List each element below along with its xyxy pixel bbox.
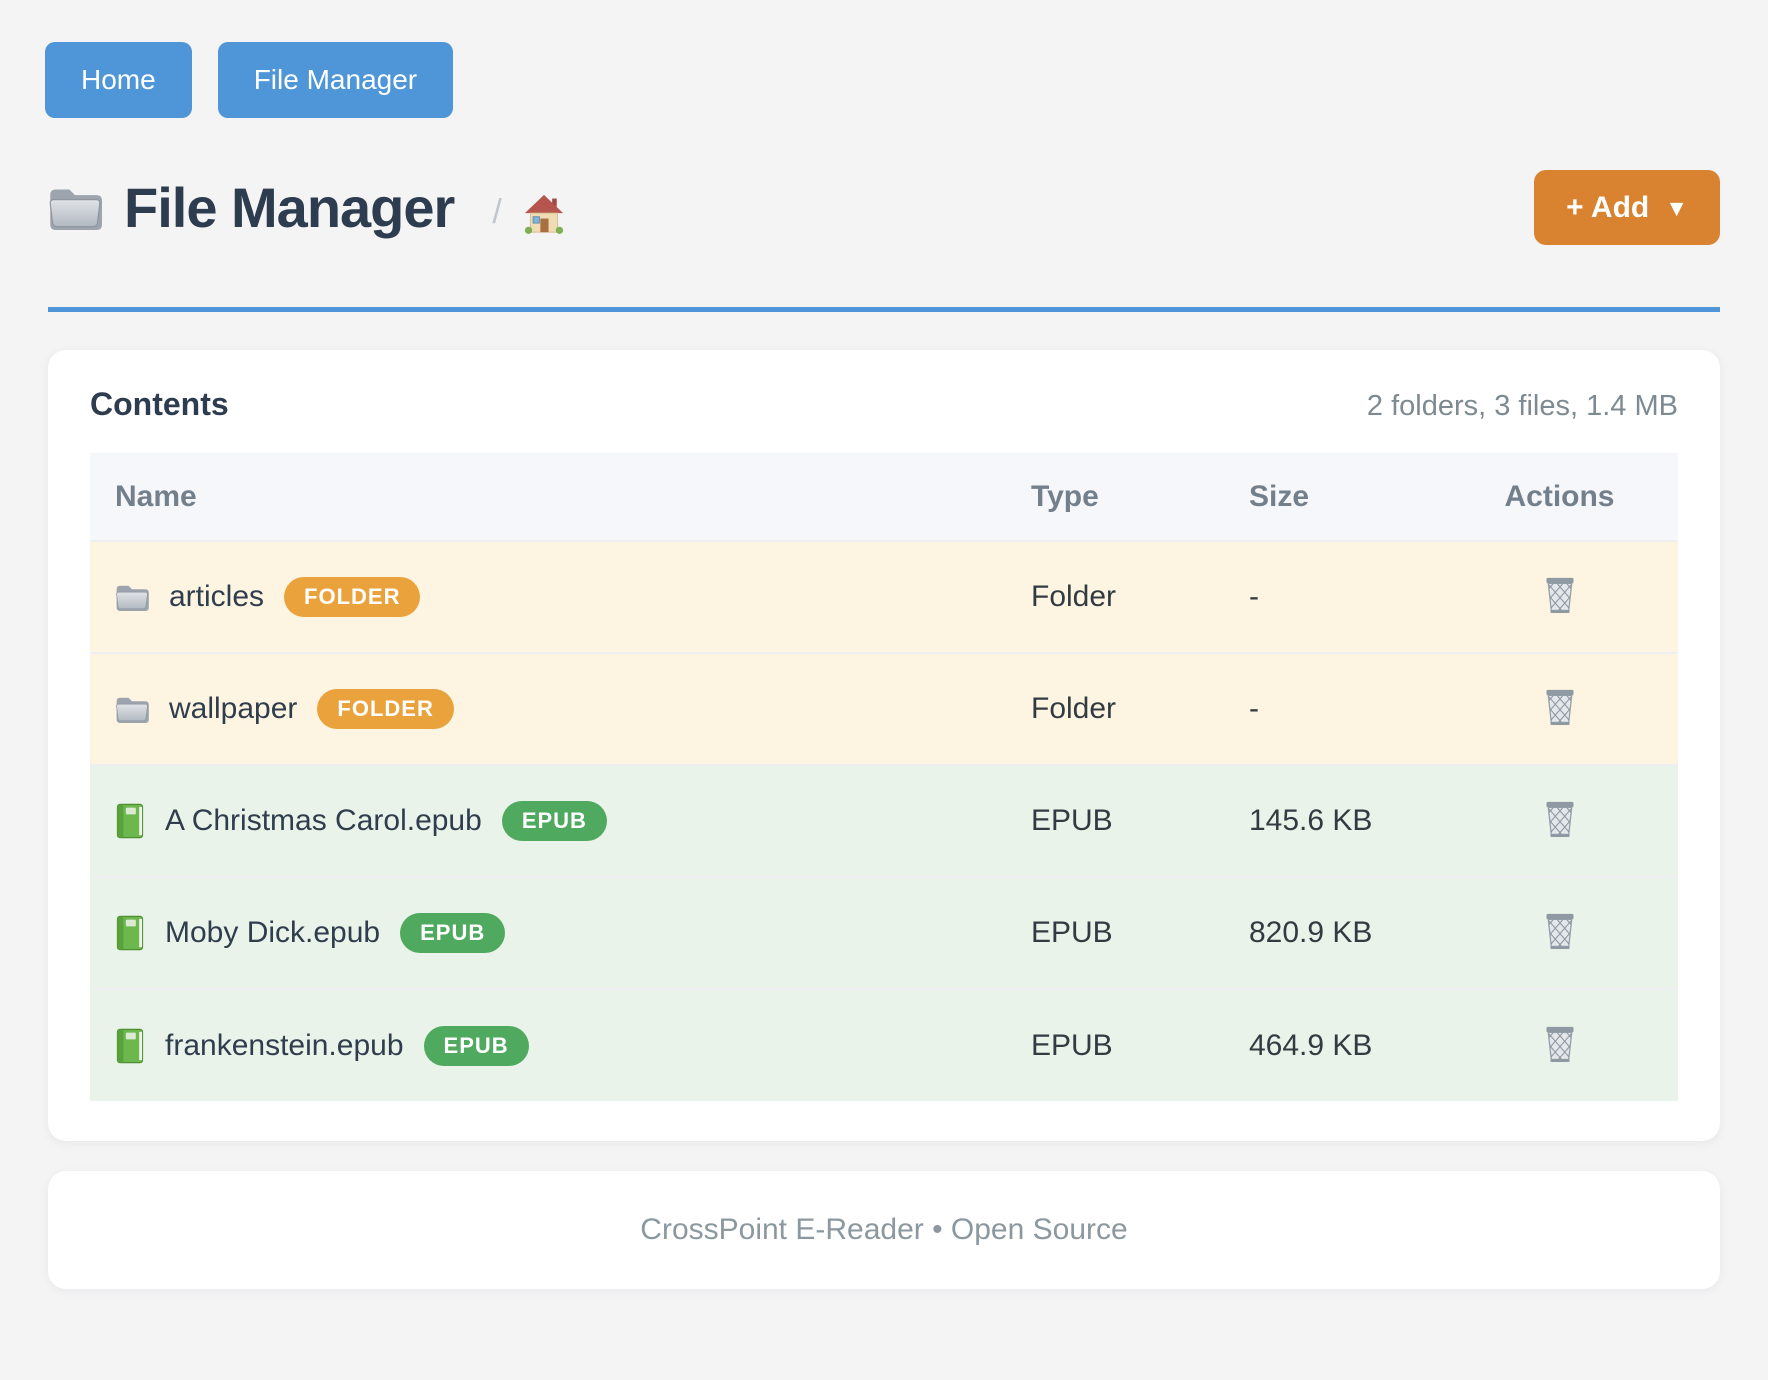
file-name: articles: [169, 580, 265, 613]
file-manager-button[interactable]: File Manager: [217, 42, 454, 118]
table-header-row: Name Type Size Actions: [90, 453, 1678, 541]
delete-button[interactable]: [1538, 907, 1582, 955]
table-row[interactable]: Moby Dick.epub EPUB EPUB 820.9 KB: [90, 876, 1678, 989]
folder-badge: FOLDER: [317, 689, 454, 729]
folder-badge: FOLDER: [284, 577, 421, 617]
contents-card: Contents 2 folders, 3 files, 1.4 MB Name…: [48, 350, 1720, 1141]
trash-icon: [1542, 799, 1578, 839]
trash-icon: [1542, 575, 1578, 615]
table-row[interactable]: A Christmas Carol.epub EPUB EPUB 145.6 K…: [90, 764, 1678, 877]
epub-badge: EPUB: [501, 801, 607, 841]
type-cell: Folder: [1031, 540, 1249, 653]
add-button-label: + Add: [1566, 190, 1650, 224]
size-cell: -: [1249, 652, 1441, 765]
file-name: frankenstein.epub: [165, 1028, 404, 1062]
page-header: File Manager / + Add ▼: [48, 170, 1720, 245]
delete-button[interactable]: [1538, 1020, 1582, 1068]
table-row[interactable]: frankenstein.epub EPUB EPUB 464.9 KB: [90, 988, 1678, 1101]
trash-icon: [1542, 911, 1578, 951]
contents-heading: Contents: [90, 386, 229, 422]
epub-badge: EPUB: [423, 1025, 529, 1066]
type-cell: EPUB: [1031, 876, 1249, 989]
column-header-actions: Actions: [1441, 453, 1678, 541]
type-cell: EPUB: [1031, 764, 1249, 877]
folder-icon: [115, 583, 149, 611]
top-nav: Home File Manager: [0, 0, 1768, 118]
trash-icon: [1542, 687, 1578, 727]
book-icon: [115, 1027, 145, 1065]
delete-button[interactable]: [1538, 795, 1582, 843]
title-divider: [48, 307, 1720, 312]
size-cell: 820.9 KB: [1249, 876, 1441, 989]
book-icon: [115, 914, 145, 952]
file-name: Moby Dick.epub: [165, 916, 381, 949]
size-cell: 464.9 KB: [1249, 988, 1441, 1101]
type-cell: EPUB: [1031, 988, 1249, 1101]
epub-badge: EPUB: [400, 913, 506, 953]
folder-icon: [48, 185, 102, 230]
column-header-name: Name: [90, 453, 1031, 541]
footer-text: CrossPoint E-Reader • Open Source: [640, 1213, 1128, 1246]
trash-icon: [1542, 1024, 1578, 1064]
folder-icon: [115, 695, 149, 723]
footer: CrossPoint E-Reader • Open Source: [48, 1171, 1720, 1289]
file-name: wallpaper: [169, 692, 298, 725]
contents-summary: 2 folders, 3 files, 1.4 MB: [1366, 390, 1678, 422]
house-icon[interactable]: [524, 182, 564, 234]
file-name: A Christmas Carol.epub: [165, 804, 482, 837]
home-button[interactable]: Home: [45, 42, 192, 118]
size-cell: 145.6 KB: [1249, 764, 1441, 877]
delete-button[interactable]: [1538, 683, 1582, 731]
file-table: Name Type Size Actions articles FOLDER F…: [90, 453, 1678, 1101]
table-row[interactable]: articles FOLDER Folder -: [90, 540, 1678, 653]
book-icon: [115, 802, 145, 840]
add-button[interactable]: + Add ▼: [1534, 170, 1720, 245]
column-header-size: Size: [1249, 453, 1441, 541]
column-header-type: Type: [1031, 453, 1249, 541]
caret-down-icon: ▼: [1665, 195, 1688, 221]
breadcrumb-separator: /: [492, 193, 502, 231]
type-cell: Folder: [1031, 652, 1249, 765]
delete-button[interactable]: [1538, 571, 1582, 619]
table-row[interactable]: wallpaper FOLDER Folder -: [90, 652, 1678, 765]
page-title: File Manager: [124, 176, 455, 239]
size-cell: -: [1249, 540, 1441, 653]
